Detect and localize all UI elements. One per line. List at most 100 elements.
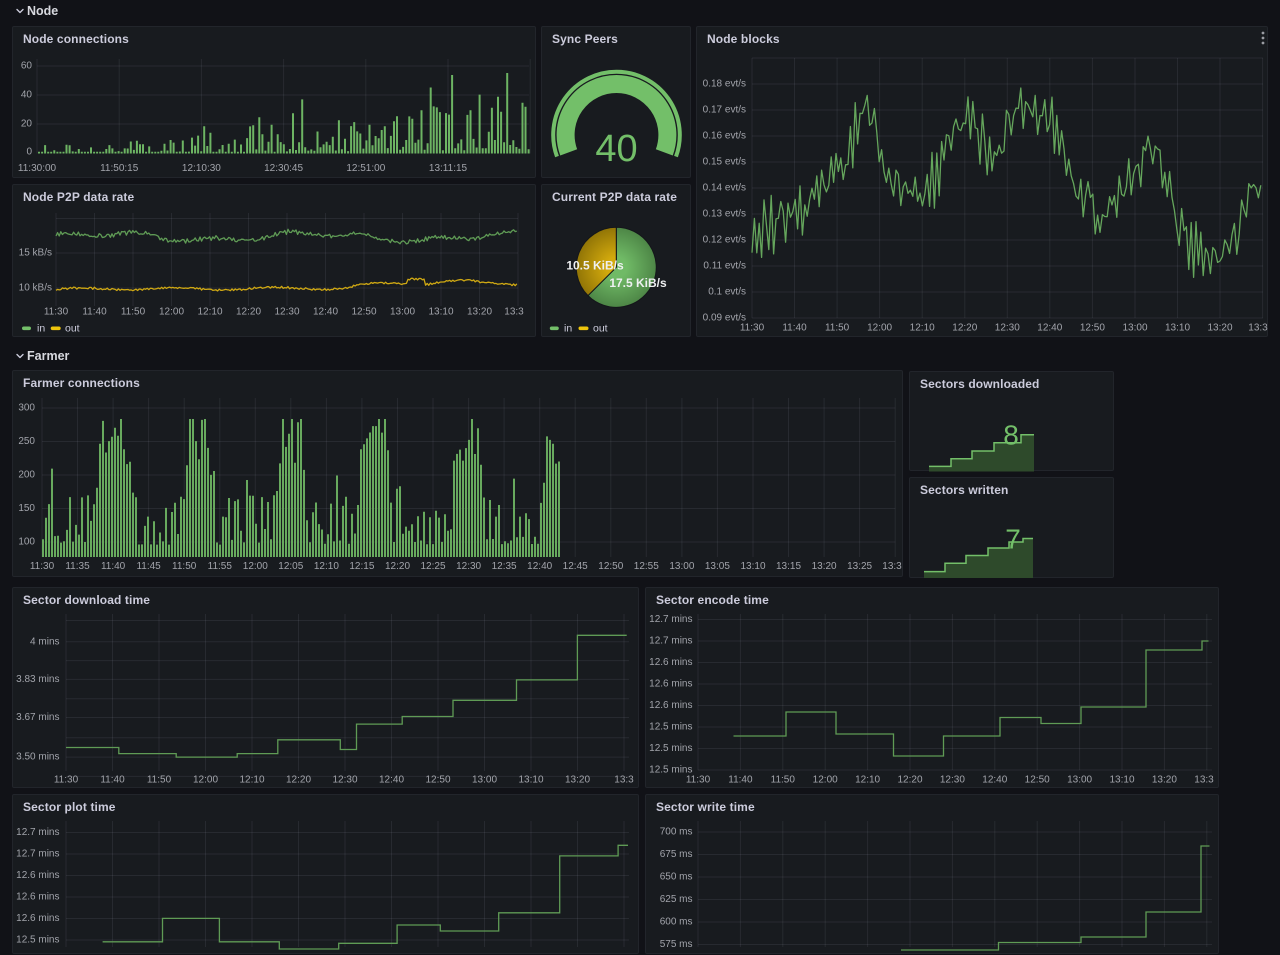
svg-text:12:40: 12:40: [527, 561, 552, 572]
svg-text:13:11:15: 13:11:15: [429, 163, 468, 174]
svg-text:11:50: 11:50: [172, 561, 197, 572]
svg-text:12:00: 12:00: [243, 561, 268, 572]
svg-text:11:30: 11:30: [54, 775, 79, 786]
svg-text:12:15: 12:15: [349, 561, 374, 572]
svg-text:13:00: 13:00: [669, 561, 694, 572]
svg-text:11:40: 11:40: [101, 561, 126, 572]
svg-text:12.6 mins: 12.6 mins: [649, 657, 692, 668]
svg-text:13:00: 13:00: [390, 307, 415, 318]
svg-text:11:40: 11:40: [728, 775, 753, 786]
svg-text:20: 20: [21, 119, 33, 130]
svg-text:in: in: [37, 322, 45, 334]
svg-text:13:25: 13:25: [847, 561, 872, 572]
svg-text:12.5 mins: 12.5 mins: [649, 765, 692, 776]
svg-text:13:20: 13:20: [1207, 323, 1232, 334]
svg-text:12:55: 12:55: [634, 561, 659, 572]
svg-text:12:50: 12:50: [351, 307, 376, 318]
svg-text:in: in: [564, 322, 572, 334]
svg-text:17.5 KiB/s: 17.5 KiB/s: [609, 276, 667, 290]
svg-text:12:20: 12:20: [897, 775, 922, 786]
svg-text:out: out: [593, 322, 608, 334]
svg-text:12:00: 12:00: [193, 775, 218, 786]
svg-text:12:00: 12:00: [867, 323, 892, 334]
svg-text:11:50: 11:50: [147, 775, 172, 786]
svg-text:13:3: 13:3: [504, 307, 524, 318]
svg-text:12:40: 12:40: [982, 775, 1007, 786]
svg-text:13:15: 13:15: [776, 561, 801, 572]
svg-text:13:00: 13:00: [1067, 775, 1092, 786]
svg-text:12:30: 12:30: [332, 775, 357, 786]
svg-text:60: 60: [21, 61, 33, 72]
svg-text:11:30: 11:30: [686, 775, 711, 786]
svg-text:12.6 mins: 12.6 mins: [649, 700, 692, 711]
svg-text:12.6 mins: 12.6 mins: [16, 913, 59, 924]
svg-text:12.6 mins: 12.6 mins: [16, 892, 59, 903]
svg-text:11:40: 11:40: [782, 323, 807, 334]
svg-text:12:30: 12:30: [995, 323, 1020, 334]
svg-text:13:00: 13:00: [472, 775, 497, 786]
svg-text:3.50 mins: 3.50 mins: [16, 752, 59, 763]
svg-text:100: 100: [18, 537, 35, 548]
svg-text:13:10: 13:10: [1165, 323, 1190, 334]
svg-text:out: out: [65, 322, 80, 334]
svg-text:11:50: 11:50: [121, 307, 146, 318]
svg-text:12.6 mins: 12.6 mins: [16, 870, 59, 881]
svg-text:12:30:45: 12:30:45: [264, 163, 303, 174]
svg-text:10 kB/s: 10 kB/s: [19, 283, 52, 294]
svg-text:12:20: 12:20: [385, 561, 410, 572]
svg-text:12:20: 12:20: [952, 323, 977, 334]
svg-text:11:55: 11:55: [208, 561, 233, 572]
svg-text:10.5 KiB/s: 10.5 KiB/s: [566, 259, 624, 273]
svg-text:0.11 evt/s: 0.11 evt/s: [703, 261, 746, 272]
svg-text:0.15 evt/s: 0.15 evt/s: [703, 157, 746, 168]
svg-text:200: 200: [18, 470, 35, 481]
svg-text:12:10:30: 12:10:30: [182, 163, 221, 174]
svg-text:12:20: 12:20: [236, 307, 261, 318]
svg-text:600 ms: 600 ms: [660, 917, 693, 928]
svg-text:12:10: 12:10: [314, 561, 339, 572]
svg-text:13:3: 13:3: [614, 775, 634, 786]
svg-text:12:10: 12:10: [910, 323, 935, 334]
svg-text:12:00: 12:00: [159, 307, 184, 318]
svg-text:13:10: 13:10: [428, 307, 453, 318]
svg-text:300: 300: [18, 403, 35, 414]
svg-text:12:10: 12:10: [197, 307, 222, 318]
svg-text:3.67 mins: 3.67 mins: [16, 712, 59, 723]
svg-text:11:30: 11:30: [30, 561, 55, 572]
svg-text:13:20: 13:20: [812, 561, 837, 572]
svg-text:0.18 evt/s: 0.18 evt/s: [703, 79, 746, 90]
svg-text:625 ms: 625 ms: [660, 894, 693, 905]
svg-text:12:40: 12:40: [1037, 323, 1062, 334]
svg-text:7: 7: [1005, 524, 1021, 555]
svg-text:12:40: 12:40: [313, 307, 338, 318]
svg-text:13:3: 13:3: [1248, 323, 1268, 334]
svg-text:13:10: 13:10: [518, 775, 543, 786]
svg-text:250: 250: [18, 436, 35, 447]
svg-text:12:51:00: 12:51:00: [346, 163, 385, 174]
svg-text:12:30: 12:30: [940, 775, 965, 786]
svg-text:0.17 evt/s: 0.17 evt/s: [703, 105, 746, 116]
svg-text:12:00: 12:00: [813, 775, 838, 786]
svg-text:0.13 evt/s: 0.13 evt/s: [703, 209, 746, 220]
svg-text:575 ms: 575 ms: [660, 939, 693, 950]
svg-text:675 ms: 675 ms: [660, 849, 693, 860]
svg-text:13:00: 13:00: [1122, 323, 1147, 334]
svg-text:12.5 mins: 12.5 mins: [649, 722, 692, 733]
svg-text:13:10: 13:10: [740, 561, 765, 572]
svg-text:12:05: 12:05: [278, 561, 303, 572]
svg-text:12:50: 12:50: [1080, 323, 1105, 334]
svg-text:11:50: 11:50: [771, 775, 796, 786]
svg-text:12.5 mins: 12.5 mins: [16, 935, 59, 946]
svg-text:40: 40: [21, 90, 33, 101]
svg-text:12.7 mins: 12.7 mins: [16, 849, 59, 860]
svg-text:13:20: 13:20: [467, 307, 492, 318]
svg-text:11:30:00: 11:30:00: [18, 163, 57, 174]
svg-text:13:3: 13:3: [1194, 775, 1214, 786]
svg-text:12:20: 12:20: [286, 775, 311, 786]
svg-text:12:35: 12:35: [492, 561, 517, 572]
svg-text:12.6 mins: 12.6 mins: [649, 679, 692, 690]
svg-text:12:45: 12:45: [563, 561, 588, 572]
svg-text:11:35: 11:35: [65, 561, 90, 572]
svg-text:13:3: 13:3: [882, 561, 902, 572]
svg-text:4 mins: 4 mins: [30, 636, 59, 647]
